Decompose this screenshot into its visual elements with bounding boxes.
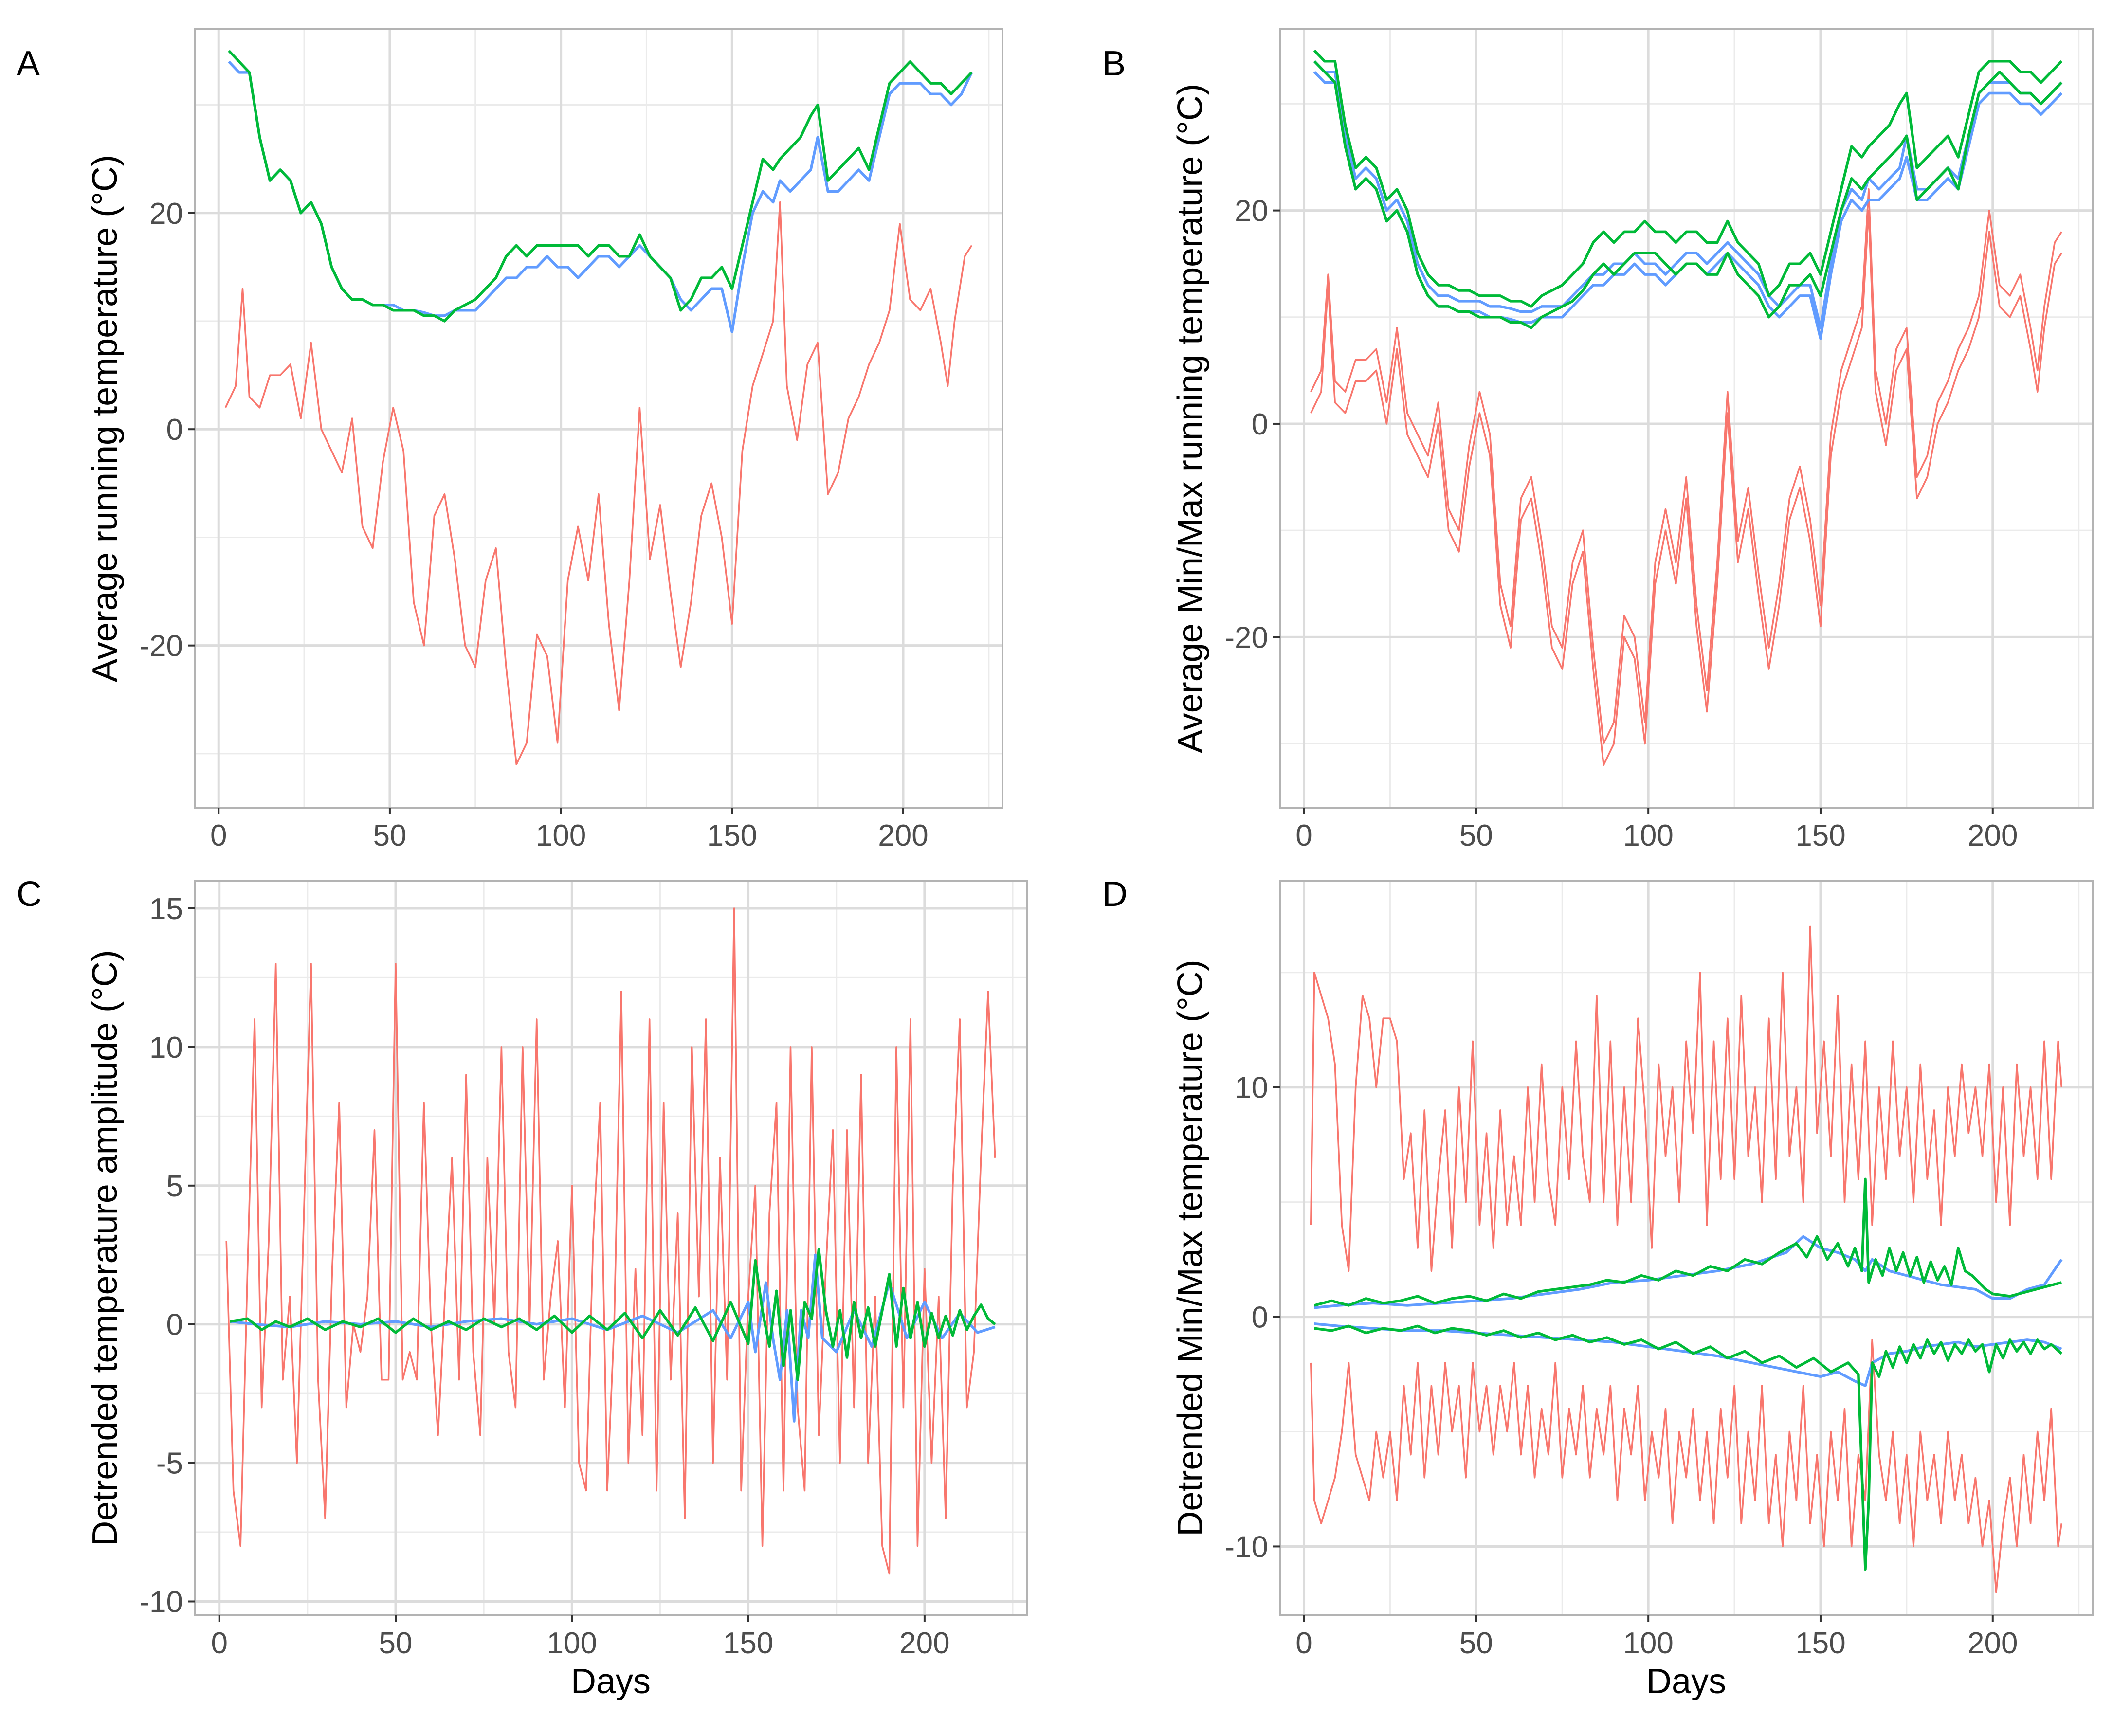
- panel-letter: B: [1102, 44, 1126, 83]
- plot-background: [195, 29, 1002, 808]
- panel-border: [194, 880, 1028, 1616]
- series-line-red: [224, 201, 973, 765]
- x-tick-label: 200: [1967, 819, 2018, 852]
- series-line-red-max: [1310, 925, 2063, 1272]
- y-tick-label: 20: [1235, 195, 1268, 228]
- plot-background: [195, 881, 1027, 1615]
- x-tick-label: 0: [1295, 1627, 1312, 1660]
- x-tick-label: 50: [379, 1627, 413, 1660]
- x-tick-label: 200: [878, 819, 928, 852]
- y-tick-label: 20: [149, 197, 183, 231]
- x-tick-label: 100: [1623, 1627, 1673, 1660]
- series-line-green-min: [1314, 1324, 2063, 1571]
- panel-letter: A: [17, 44, 40, 83]
- series-line-green: [228, 50, 973, 323]
- panel-D: 0 50 100 150 200 -10 0 10 Detrended Min/Max temp…: [1171, 880, 2094, 1701]
- x-tick-label: 0: [211, 1627, 227, 1660]
- x-tick-label: 100: [536, 819, 586, 852]
- series-line-green-max: [1314, 1177, 2062, 1307]
- series-line-red-min: [1310, 1339, 2063, 1593]
- panel-B: 0 50 100 150 200 -20 0 20 Average Min/Max runnin…: [1171, 28, 2094, 852]
- x-tick-label: 150: [1795, 819, 1845, 852]
- panel-A: 0 50 100 150 200 -20 0 20 Average running temper…: [86, 28, 1003, 852]
- series-line-red: [225, 907, 996, 1575]
- panel-border: [194, 28, 1003, 809]
- y-tick-label: 0: [1252, 408, 1268, 441]
- x-axis-title: Days: [1646, 1662, 1726, 1701]
- x-axis-title: Days: [571, 1662, 651, 1701]
- y-axis-title: Average running temperature (°C): [86, 155, 125, 682]
- panel-letter: D: [1102, 875, 1128, 914]
- x-tick-label: 100: [1623, 819, 1673, 852]
- x-tick-label: 150: [723, 1627, 773, 1660]
- series-line-green-min: [1313, 60, 2063, 329]
- y-tick-label: 10: [149, 1031, 183, 1065]
- x-tick-label: 150: [1795, 1627, 1845, 1660]
- y-tick-label: -5: [156, 1447, 183, 1481]
- x-tick-label: 150: [707, 819, 757, 852]
- y-tick-label: 0: [1252, 1301, 1268, 1335]
- panel-border: [1279, 28, 2094, 809]
- y-tick-label: 5: [166, 1170, 183, 1203]
- series-line-green-max: [1313, 49, 2063, 308]
- y-tick-label: -20: [1224, 621, 1268, 654]
- y-tick-label: -10: [139, 1586, 183, 1619]
- x-tick-label: 50: [1459, 1627, 1493, 1660]
- y-axis-title: Average Min/Max running temperature (°C): [1171, 84, 1210, 753]
- x-tick-label: 50: [1459, 819, 1493, 852]
- series-line-green: [230, 1248, 996, 1381]
- y-tick-label: -10: [1224, 1530, 1268, 1564]
- y-axis-title: Detrended Min/Max temperature (°C): [1171, 959, 1210, 1536]
- x-tick-label: 200: [1967, 1627, 2018, 1660]
- x-tick-label: 0: [1295, 819, 1312, 852]
- y-tick-label: 0: [166, 1308, 183, 1342]
- panel-C: 0 50 100 150 200 -10 -5 0 5 10 15 Detrended tempera…: [86, 880, 1028, 1701]
- plot-background: [1280, 29, 2093, 808]
- series-line-red-max: [1310, 188, 2062, 745]
- x-tick-label: 100: [547, 1627, 597, 1660]
- panel-border: [1279, 880, 2094, 1616]
- y-tick-label: 0: [166, 413, 183, 447]
- x-tick-label: 50: [373, 819, 406, 852]
- y-axis-title: Detrended temperature amplitude (°C): [86, 950, 125, 1546]
- y-tick-label: -20: [139, 630, 183, 663]
- y-tick-label: 15: [149, 892, 183, 926]
- series-line-red-min: [1310, 209, 2062, 766]
- panel-letter: C: [17, 875, 42, 914]
- x-tick-label: 0: [210, 819, 227, 852]
- x-tick-label: 200: [899, 1627, 949, 1660]
- y-tick-label: 10: [1235, 1071, 1268, 1105]
